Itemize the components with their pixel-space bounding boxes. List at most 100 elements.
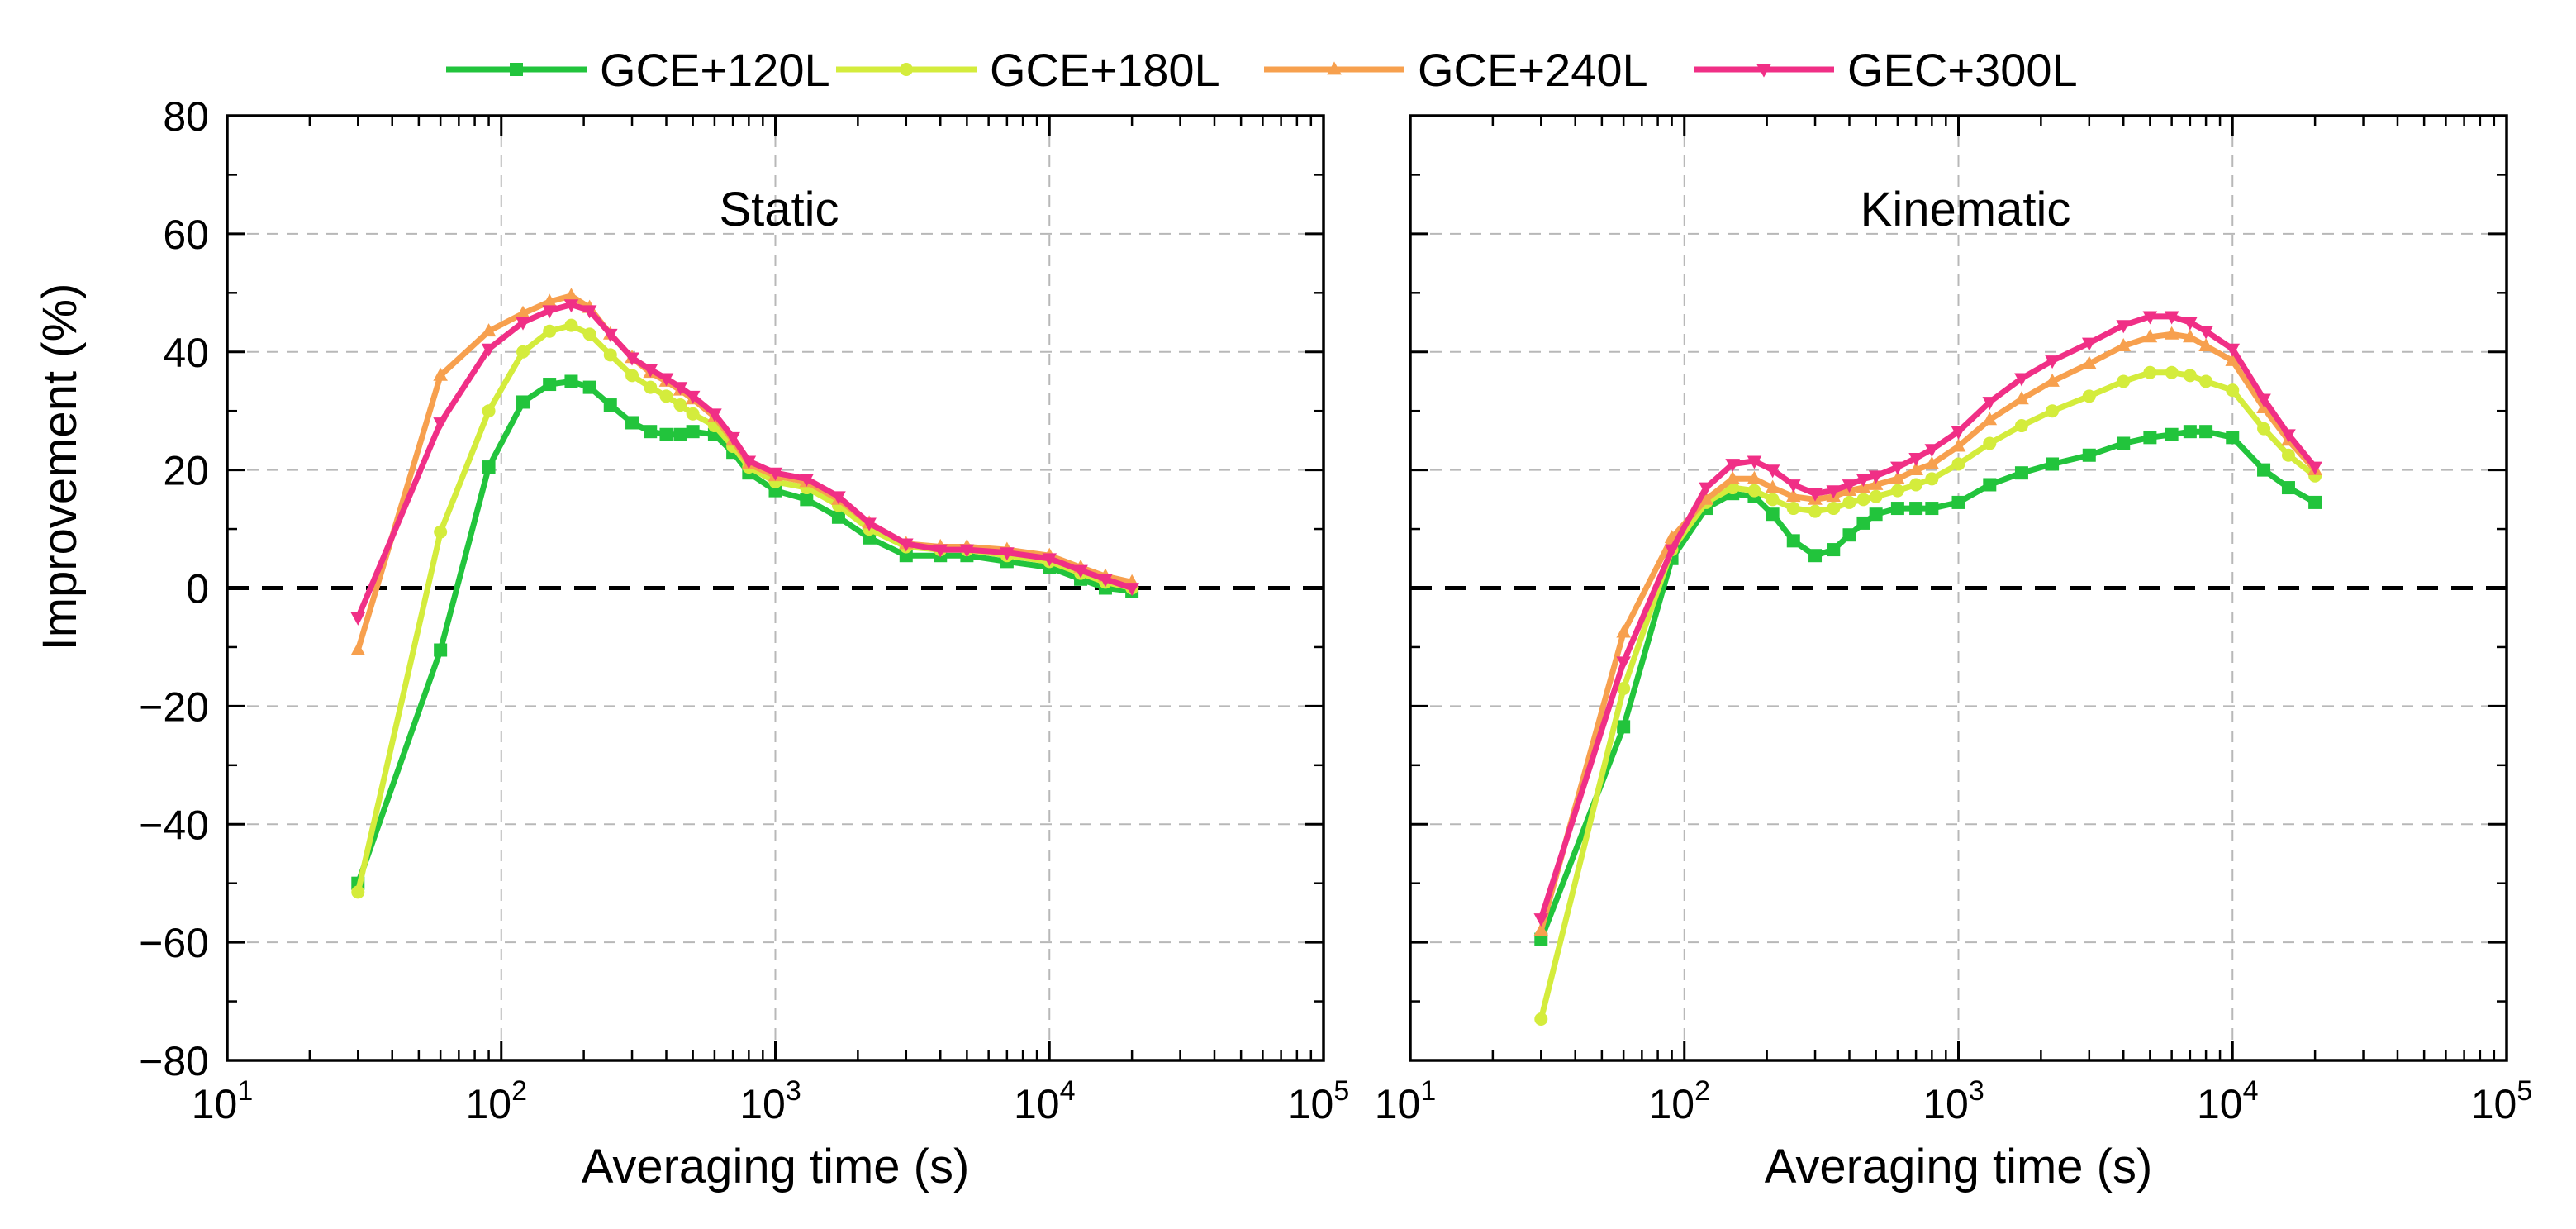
data-point <box>1534 1012 1548 1026</box>
data-point <box>2014 373 2029 387</box>
data-point <box>1765 479 1780 493</box>
x-tick-label: 105 <box>1288 1075 1350 1127</box>
data-point <box>1098 574 1113 588</box>
data-point <box>2165 427 2179 441</box>
data-point <box>2225 352 2241 366</box>
data-point <box>1533 922 1549 936</box>
data-point <box>2142 311 2158 325</box>
data-point <box>1856 516 1870 530</box>
data-point <box>673 382 688 396</box>
panel-kinematic: 101 102 103 104 105 Kinematic Averaging time (… <box>1375 114 2532 1193</box>
legend-label: GCE+240L <box>1418 44 1648 96</box>
data-point <box>1786 502 1800 516</box>
data-point <box>2198 338 2213 352</box>
data-point <box>831 510 845 524</box>
data-point <box>1842 495 1856 509</box>
data-point <box>1664 544 1680 558</box>
data-point <box>1982 412 1998 426</box>
data-point <box>831 491 846 505</box>
data-point <box>2226 431 2240 445</box>
y-tick-label: −40 <box>139 802 209 848</box>
data-point <box>2307 461 2322 475</box>
data-point <box>542 293 557 307</box>
data-point <box>2257 422 2271 436</box>
data-point <box>673 427 687 441</box>
y-tick-label: −60 <box>139 920 209 966</box>
data-point <box>1785 479 1801 493</box>
data-point <box>862 517 877 531</box>
data-point <box>959 544 975 558</box>
x-tick-label: 101 <box>192 1075 254 1127</box>
data-point <box>350 641 366 655</box>
data-point <box>2164 311 2179 325</box>
data-point <box>2183 329 2198 343</box>
data-point <box>434 525 448 539</box>
data-point <box>1765 464 1780 479</box>
legend-label: GCE+180L <box>990 44 1220 96</box>
data-point <box>1725 470 1740 484</box>
data-point <box>1808 504 1823 518</box>
data-point <box>2142 329 2158 343</box>
data-point <box>1616 656 1631 670</box>
data-point <box>1925 502 1939 516</box>
data-point <box>1747 484 1761 498</box>
data-point <box>1951 457 1965 471</box>
data-point <box>602 328 618 342</box>
panel-title: Static <box>719 183 839 236</box>
data-point <box>1533 913 1549 927</box>
data-point <box>741 455 757 469</box>
data-point <box>2116 338 2132 352</box>
data-point <box>2281 429 2296 443</box>
data-point <box>2082 448 2096 462</box>
data-point <box>1909 502 1923 516</box>
data-point <box>350 612 366 626</box>
series-line <box>1538 331 2318 934</box>
data-point <box>582 380 596 394</box>
data-point <box>481 343 497 357</box>
legend-label: GEC+300L <box>1847 44 2078 96</box>
x-axis-label: Averaging time (s) <box>1765 1140 2153 1193</box>
data-point <box>516 317 530 331</box>
series-line <box>354 379 1135 887</box>
data-point <box>433 367 448 381</box>
data-point <box>2081 355 2097 369</box>
data-point <box>643 364 658 378</box>
data-point <box>2014 466 2028 480</box>
data-point <box>1747 470 1762 484</box>
data-point <box>768 467 783 481</box>
series-line <box>354 302 1135 621</box>
data-point <box>1000 547 1015 561</box>
data-point <box>2143 365 2157 379</box>
data-point <box>2257 463 2271 477</box>
data-point <box>1042 553 1057 567</box>
legend-marker <box>1327 61 1342 75</box>
legend-item: GCE+240L <box>1264 44 1648 96</box>
data-point <box>725 431 740 445</box>
data-point <box>516 345 530 359</box>
data-point <box>564 374 578 388</box>
y-tick-label: 40 <box>163 330 209 376</box>
data-point <box>1534 932 1548 946</box>
series-gce-120l <box>1534 425 2322 946</box>
data-point <box>1924 455 1940 469</box>
data-point <box>542 305 557 319</box>
data-point <box>1890 484 1904 498</box>
data-point <box>1785 488 1801 503</box>
data-point <box>1951 438 1966 452</box>
data-point <box>1925 472 1939 486</box>
data-point <box>1909 478 1923 492</box>
data-point <box>625 369 639 383</box>
data-point <box>2256 393 2271 407</box>
data-point <box>1868 470 1884 484</box>
data-point <box>1983 436 1997 450</box>
data-point <box>564 318 578 332</box>
data-point <box>625 416 639 430</box>
data-point <box>898 538 914 552</box>
data-point <box>1842 479 1857 493</box>
data-point <box>686 407 700 421</box>
data-point <box>644 380 658 394</box>
data-point <box>659 427 673 441</box>
data-point <box>2165 365 2179 379</box>
data-point <box>1808 488 1823 502</box>
legend-label: GCE+120L <box>600 44 830 96</box>
